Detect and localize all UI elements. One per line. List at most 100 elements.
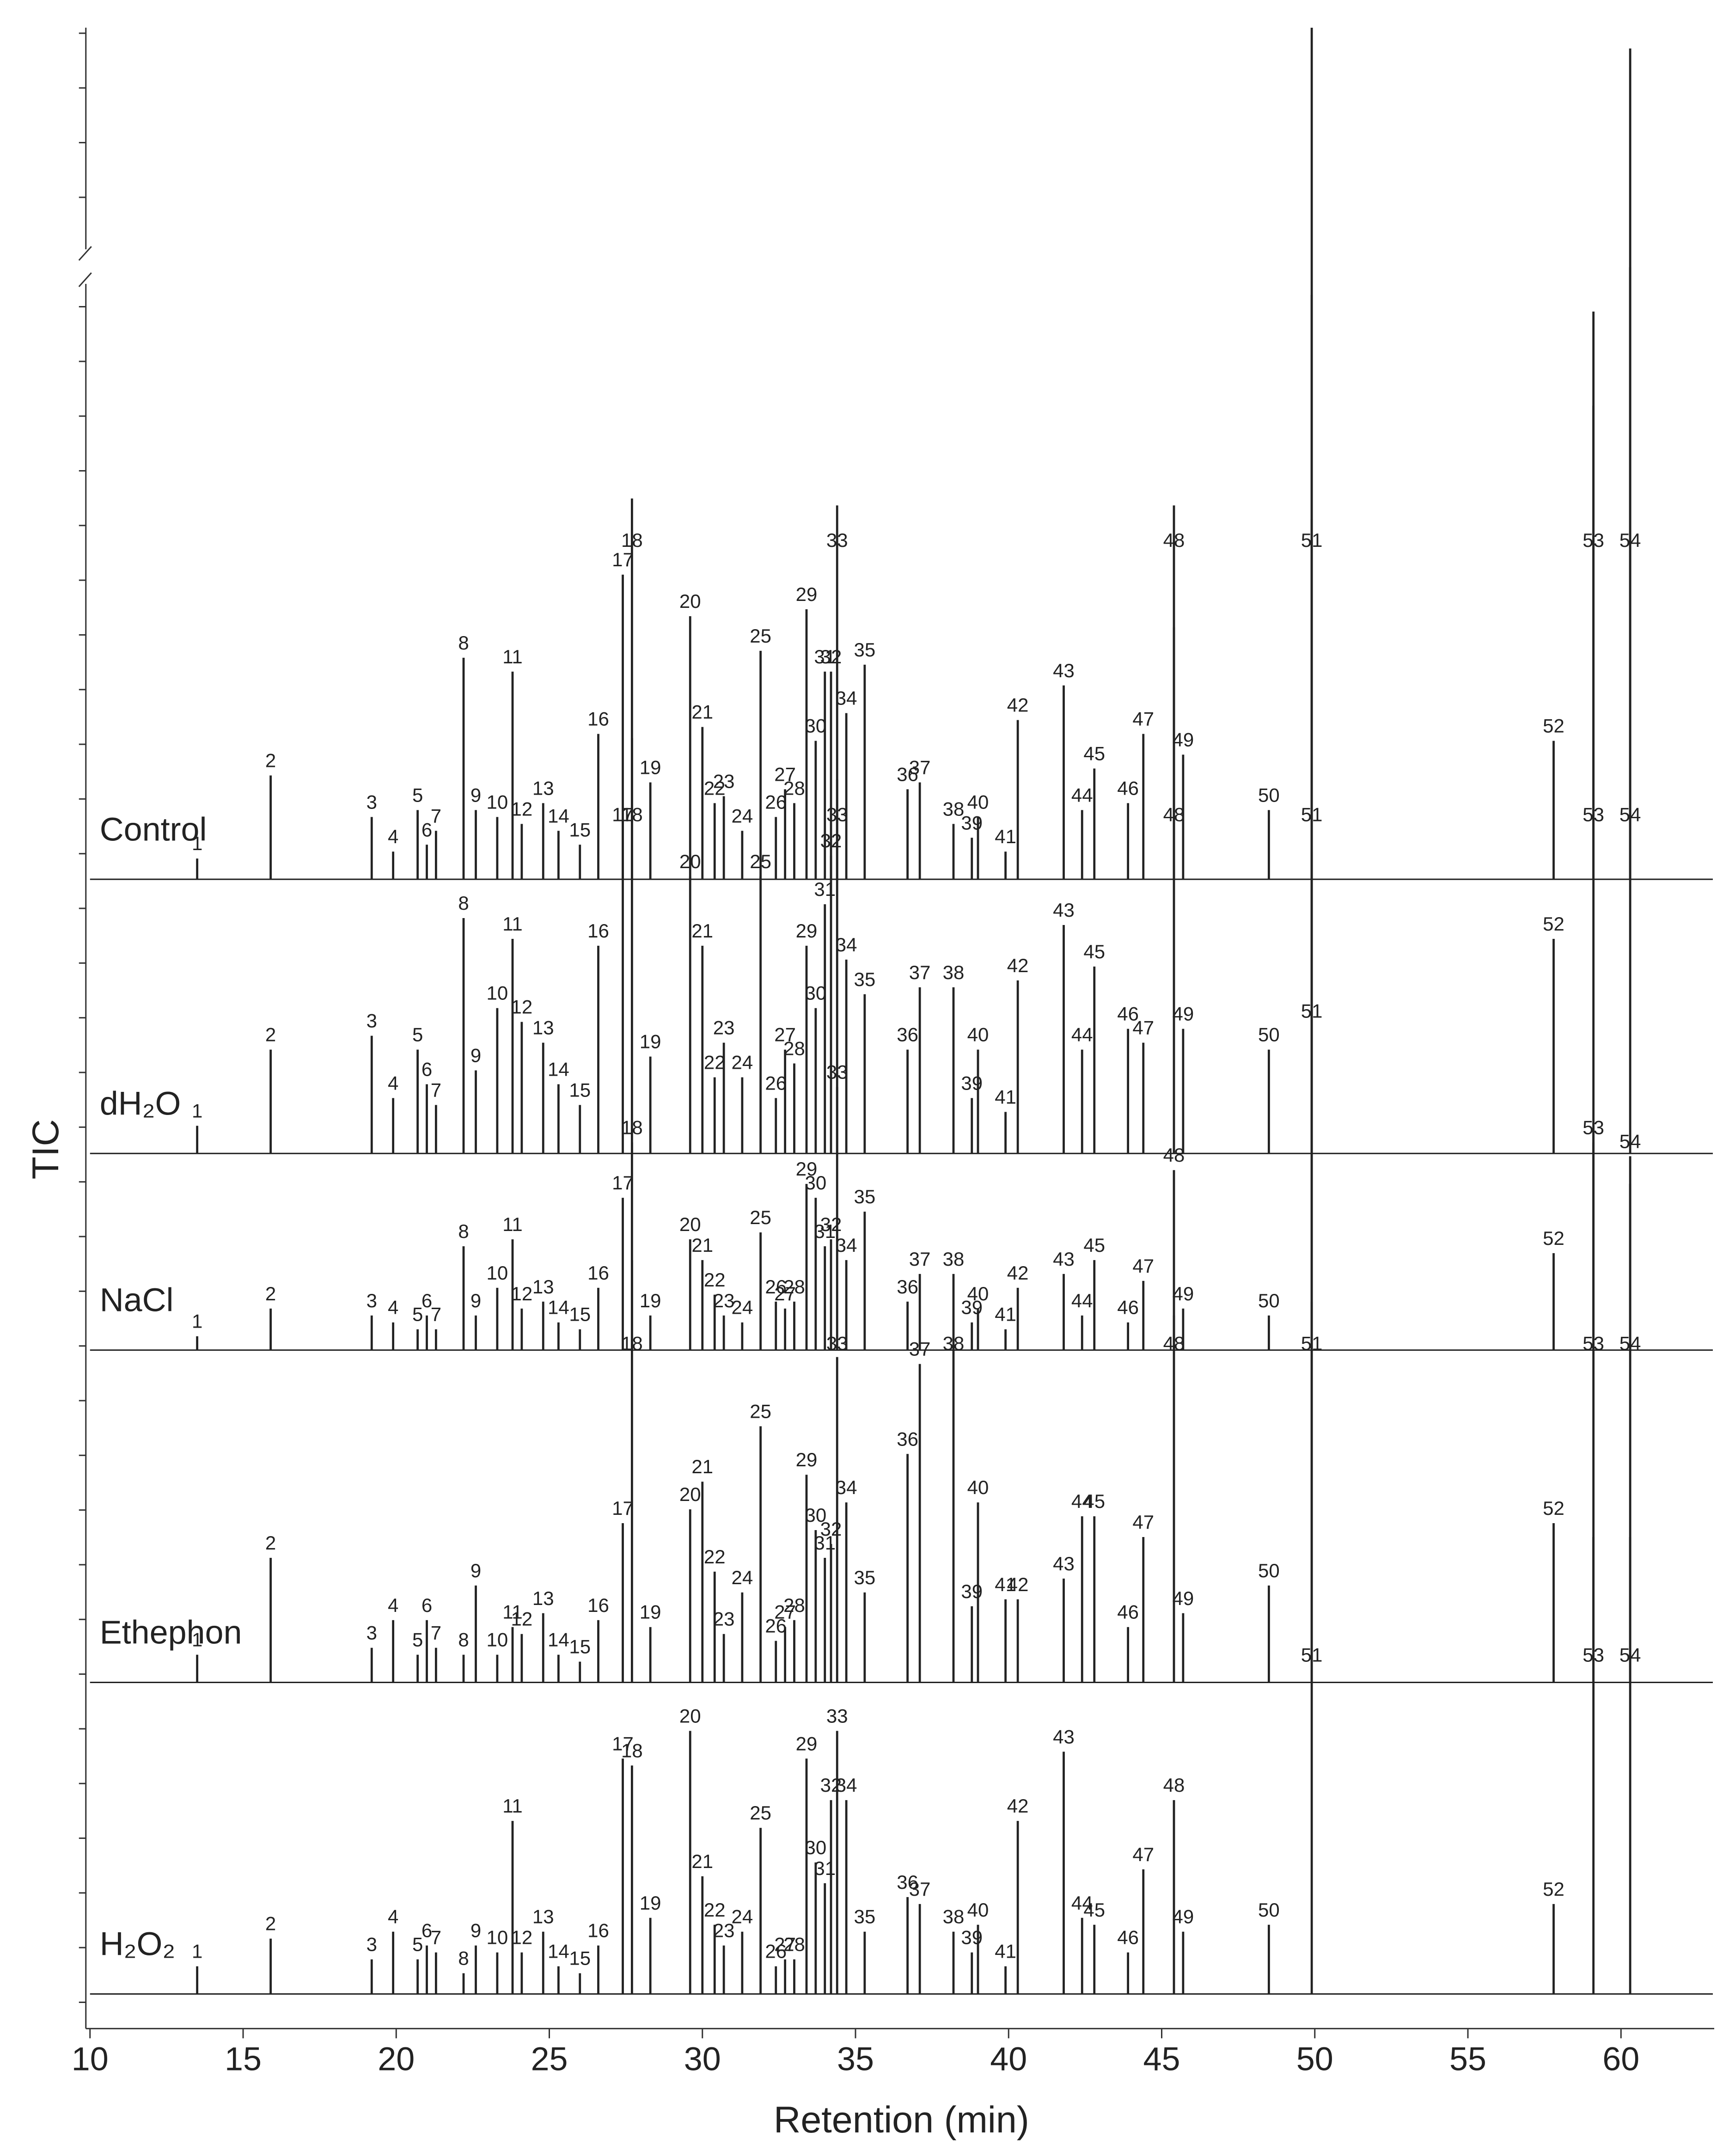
peak-label: 2 xyxy=(265,750,276,772)
x-tick-label: 60 xyxy=(1602,2040,1639,2077)
peak-label: 4 xyxy=(388,1594,398,1616)
peak-label: 53 xyxy=(1583,1116,1604,1138)
peak-label: 26 xyxy=(765,1276,787,1298)
x-tick-label: 40 xyxy=(990,2040,1027,2077)
peak-label: 34 xyxy=(836,1774,857,1796)
peak-label: 13 xyxy=(532,1906,554,1928)
peak-label: 37 xyxy=(909,1248,931,1270)
peak-label: 3 xyxy=(367,1010,377,1032)
peak-label: 34 xyxy=(836,687,857,709)
peak-label: 14 xyxy=(548,1297,569,1318)
peak-label: 9 xyxy=(470,784,481,806)
peak-label: 8 xyxy=(458,892,469,914)
peak-label: 1 xyxy=(192,1629,202,1651)
peak-label: 21 xyxy=(691,1234,713,1256)
peak-label: 39 xyxy=(961,1297,983,1318)
peak-label: 52 xyxy=(1543,1878,1564,1900)
peak-label: 18 xyxy=(621,1333,643,1354)
peak-label: 46 xyxy=(1117,1297,1139,1318)
peak-label: 10 xyxy=(487,791,508,813)
peak-label: 21 xyxy=(691,920,713,942)
peak-label: 1 xyxy=(192,1100,202,1121)
peak-label: 15 xyxy=(569,1079,591,1101)
peak-label: 24 xyxy=(732,1906,753,1928)
peak-label: 12 xyxy=(511,1283,533,1305)
peak-label: 7 xyxy=(431,1304,441,1325)
peak-label: 33 xyxy=(826,529,848,551)
peak-label: 41 xyxy=(995,1304,1016,1325)
peak-label: 46 xyxy=(1117,1601,1139,1623)
peak-label: 52 xyxy=(1543,1497,1564,1519)
peak-label: 42 xyxy=(1007,694,1029,716)
peak-label: 54 xyxy=(1619,529,1641,551)
x-axis-title: Retention (min) xyxy=(774,2099,1029,2141)
peak-label: 31 xyxy=(814,1220,836,1242)
peak-label: 7 xyxy=(431,805,441,827)
peak-label: 10 xyxy=(487,1927,508,1948)
peak-label: 40 xyxy=(967,1283,989,1305)
peak-label: 53 xyxy=(1583,1333,1604,1354)
peak-label: 30 xyxy=(805,1504,827,1526)
peak-label: 51 xyxy=(1301,529,1323,551)
peak-label: 16 xyxy=(587,1594,609,1616)
peak-label: 47 xyxy=(1132,1844,1154,1865)
peak-label: 37 xyxy=(909,962,931,983)
peak-label: 23 xyxy=(713,1017,735,1039)
peak-label: 32 xyxy=(820,1774,842,1796)
peak-label: 20 xyxy=(679,1483,701,1505)
peak-label: 9 xyxy=(470,1560,481,1581)
peak-label: 50 xyxy=(1258,784,1280,806)
peak-label: 35 xyxy=(854,1567,876,1588)
peak-label: 31 xyxy=(814,878,836,900)
peak-label: 5 xyxy=(412,1304,423,1325)
traces xyxy=(90,27,1713,1995)
peak-label: 5 xyxy=(412,1934,423,1955)
peak-label: 53 xyxy=(1583,1644,1604,1666)
peak-label: 38 xyxy=(943,798,965,820)
peak-label: 26 xyxy=(765,1615,787,1637)
peak-label: 13 xyxy=(532,1587,554,1609)
peak-label: 44 xyxy=(1071,1024,1093,1046)
peak-label: 15 xyxy=(569,1636,591,1658)
peak-label: 49 xyxy=(1173,729,1194,751)
x-tick-label: 30 xyxy=(684,2040,721,2077)
peak-label: 14 xyxy=(548,805,569,827)
peak-label: 34 xyxy=(836,934,857,956)
peak-label: 17 xyxy=(612,1172,634,1194)
peak-label: 24 xyxy=(732,1567,753,1588)
peak-label: 24 xyxy=(732,1052,753,1073)
peak-label: 52 xyxy=(1543,715,1564,737)
peak-label: 25 xyxy=(750,1400,771,1422)
peak-label: 22 xyxy=(704,1269,726,1291)
peak-label: 46 xyxy=(1117,1003,1139,1025)
x-tick-label: 55 xyxy=(1449,2040,1486,2077)
peak-label: 39 xyxy=(961,1072,983,1094)
peak-label: 25 xyxy=(750,625,771,647)
peak-label: 17 xyxy=(612,549,634,570)
peak-label: 44 xyxy=(1071,1892,1093,1914)
peak-label: 4 xyxy=(388,1297,398,1318)
peak-label: 34 xyxy=(836,1476,857,1498)
peak-label: 22 xyxy=(704,1052,726,1073)
peak-label: 41 xyxy=(995,1086,1016,1108)
peak-label: 32 xyxy=(820,830,842,851)
x-tick-label: 15 xyxy=(225,2040,262,2077)
peak-label: 43 xyxy=(1053,1726,1075,1747)
peak-label: 20 xyxy=(679,851,701,872)
peak-label: 20 xyxy=(679,1705,701,1727)
peak-label: 23 xyxy=(713,770,735,792)
peak-label: 2 xyxy=(265,1532,276,1554)
peak-label: 51 xyxy=(1301,1000,1323,1022)
peak-label: 44 xyxy=(1071,1290,1093,1311)
peak-label: 42 xyxy=(1007,1262,1029,1284)
peak-label: 8 xyxy=(458,632,469,654)
peak-label: 37 xyxy=(909,1338,931,1360)
peak-label: 44 xyxy=(1071,784,1093,806)
peak-label: 49 xyxy=(1173,1003,1194,1025)
peak-label: 11 xyxy=(502,1601,523,1623)
peak-label: 28 xyxy=(783,1934,805,1955)
peak-label: 19 xyxy=(640,1290,661,1311)
peak-label: 11 xyxy=(502,1795,523,1817)
peak-label: 11 xyxy=(502,646,523,668)
peak-label: 8 xyxy=(458,1948,469,1969)
